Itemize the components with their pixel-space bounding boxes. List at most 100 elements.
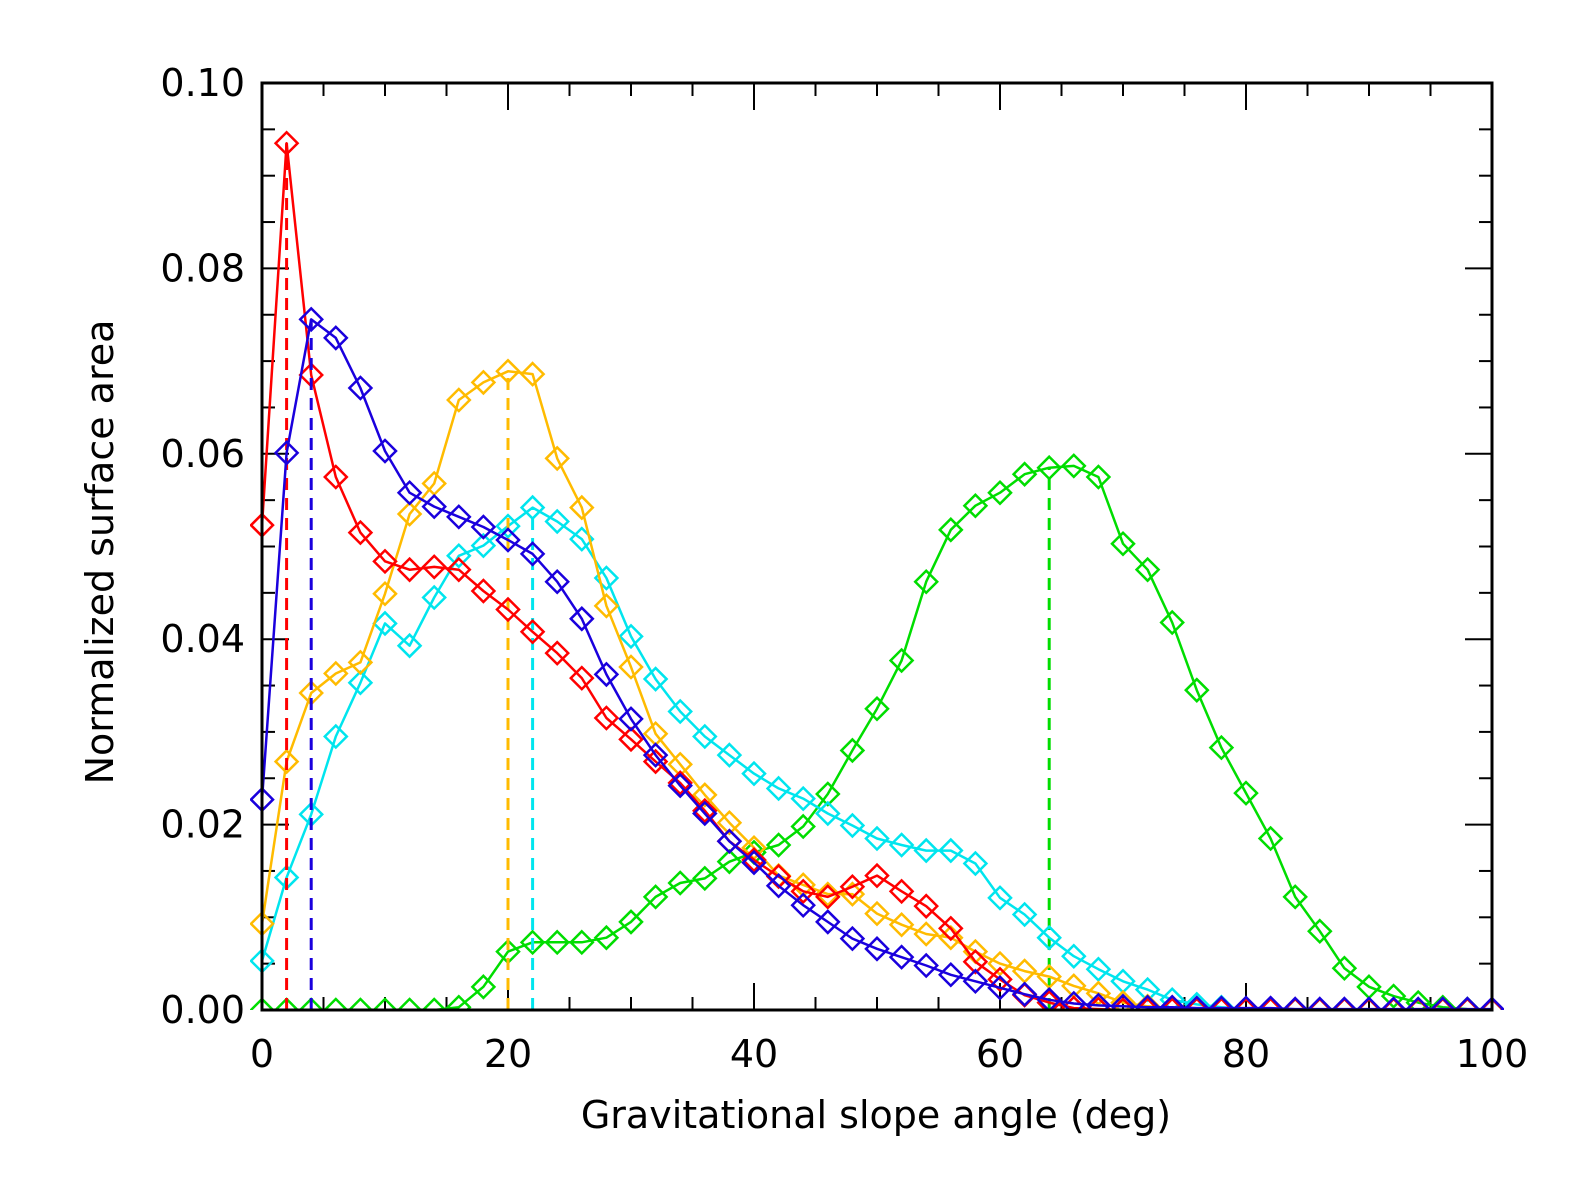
data-point-green (618, 909, 644, 935)
data-point-cyan (1085, 956, 1112, 982)
data-point-orange (716, 809, 743, 836)
data-point-blue (1134, 994, 1161, 1010)
data-point-green (347, 997, 374, 1010)
data-point-cyan (372, 610, 398, 637)
data-point-cyan (642, 666, 669, 692)
data-point-orange (913, 921, 939, 947)
data-point-green (1134, 556, 1161, 583)
data-point-green (519, 929, 546, 956)
data-point-cyan (1061, 943, 1087, 970)
data-point-orange (1110, 989, 1136, 1010)
data-point-cyan (864, 825, 890, 852)
data-point-blue (1011, 981, 1038, 1008)
data-point-red (765, 863, 792, 890)
data-point-green (692, 865, 718, 892)
data-point-orange (815, 881, 841, 907)
data-point-cyan (544, 508, 570, 535)
data-point-cyan (938, 837, 964, 864)
data-point-blue (741, 849, 767, 876)
x-tick-label: 80 (1222, 1032, 1270, 1076)
plot-frame (260, 81, 1494, 1012)
data-point-red (372, 548, 398, 575)
data-point-blue (913, 952, 939, 979)
y-tick-label: 0.10 (160, 61, 245, 105)
data-point-green (1405, 989, 1431, 1010)
data-point-cyan (692, 723, 718, 750)
data-point-blue (765, 873, 792, 899)
data-point-cyan (519, 494, 546, 521)
data-point-orange (347, 649, 374, 676)
data-point-green (716, 848, 743, 875)
data-point-green (593, 924, 620, 951)
data-point-blue (839, 925, 866, 952)
data-point-cyan (839, 812, 866, 839)
data-point-blue (618, 706, 644, 732)
data-point-blue (298, 306, 324, 333)
data-point-green (667, 870, 693, 896)
data-point-blue (1307, 996, 1333, 1010)
data-point-blue (716, 828, 743, 855)
data-point-orange (987, 950, 1013, 977)
x-tick-label: 20 (484, 1032, 532, 1076)
data-point-red (667, 770, 693, 796)
data-point-blue (1282, 996, 1308, 1010)
data-point-cyan (495, 513, 521, 539)
data-point-green (273, 997, 300, 1010)
data-point-red (913, 893, 939, 919)
data-point-red (962, 949, 989, 975)
data-point-green (1257, 825, 1284, 852)
data-point-orange (519, 361, 546, 387)
data-point-cyan (741, 760, 767, 787)
data-point-green (839, 737, 866, 764)
data-point-blue (864, 936, 890, 962)
data-point-green (1061, 453, 1087, 479)
data-point-red (1257, 997, 1284, 1010)
data-point-green (642, 884, 669, 910)
y-tick-label: 0.06 (160, 432, 245, 476)
data-point-red (815, 884, 841, 910)
data-point-blue (642, 742, 669, 768)
data-point-cyan (987, 885, 1013, 911)
data-point-blue (1257, 995, 1284, 1010)
y-axis-title: Normalized surface area (78, 320, 122, 785)
data-point-green (421, 997, 447, 1010)
data-point-blue (470, 514, 497, 540)
data-point-cyan (396, 632, 423, 659)
data-point-blue (1454, 996, 1481, 1010)
data-point-blue (593, 661, 620, 688)
data-point-blue (962, 968, 989, 995)
data-point-blue (1479, 996, 1504, 1010)
data-point-orange (864, 900, 890, 927)
data-point-blue (323, 325, 349, 351)
data-point-orange (618, 654, 644, 680)
data-point-blue (815, 909, 841, 935)
y-tick-label: 0.08 (160, 246, 245, 290)
data-point-cyan (1159, 987, 1185, 1010)
data-point-green (864, 695, 890, 722)
data-point-red (864, 862, 890, 889)
data-point-orange (446, 387, 472, 413)
data-point-green (790, 813, 816, 840)
data-point-red (421, 554, 447, 580)
data-point-green (1430, 994, 1456, 1010)
series-green (250, 453, 1504, 1010)
data-point-orange (888, 911, 915, 938)
data-point-blue (1405, 996, 1431, 1010)
data-point-red (839, 873, 866, 900)
data-point-red (1208, 997, 1235, 1010)
data-point-orange (569, 494, 595, 521)
data-point-orange (593, 593, 620, 619)
data-point-blue (692, 800, 718, 827)
data-point-cyan (962, 850, 989, 877)
data-point-orange (692, 782, 718, 808)
data-point-blue (1430, 996, 1456, 1010)
data-point-blue (987, 974, 1013, 1001)
data-point-blue (888, 944, 915, 970)
data-point-cyan (1184, 991, 1210, 1010)
data-point-red (519, 619, 546, 645)
data-point-red (938, 915, 964, 942)
data-point-blue (544, 568, 570, 595)
data-point-cyan (888, 832, 915, 858)
data-point-green (372, 997, 398, 1010)
data-point-red (888, 878, 915, 905)
